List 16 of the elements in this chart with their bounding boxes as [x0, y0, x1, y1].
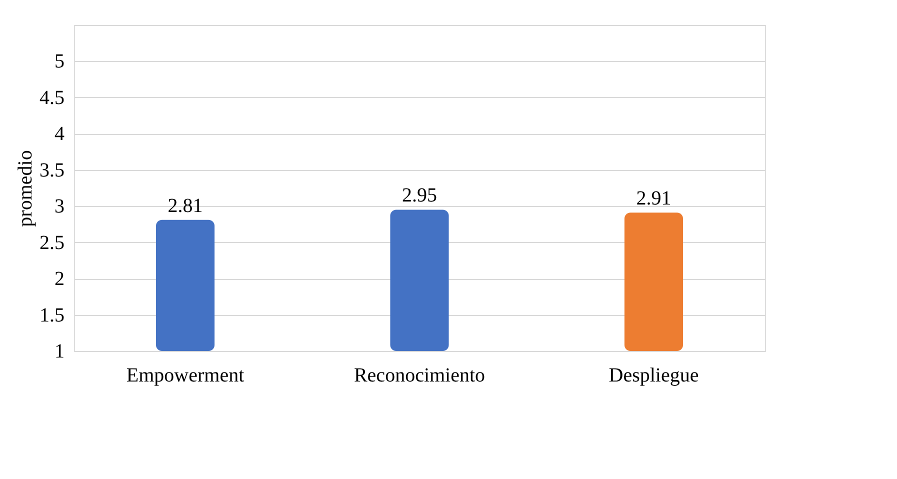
y-tick-label: 5 — [54, 50, 64, 73]
y-tick-label: 2 — [54, 268, 64, 290]
x-tick-label: Despliegue — [608, 364, 699, 386]
data-label: 2.91 — [636, 188, 672, 210]
y-tick-label: 3.5 — [40, 159, 64, 182]
y-tick-label: 2.5 — [40, 232, 64, 254]
data-label: 2.81 — [168, 194, 203, 217]
y-tick-label: 1.5 — [40, 304, 64, 326]
data-label: 2.95 — [402, 184, 437, 207]
y-tick-label: 4 — [54, 123, 64, 146]
y-tick-label: 1 — [54, 340, 64, 362]
y-tick-label: 3 — [54, 196, 64, 218]
x-tick-label: Empowerment — [126, 364, 245, 386]
y-axis-title: promedio — [14, 150, 36, 227]
y-tick-label: 4.5 — [40, 86, 64, 109]
x-tick-label: Reconocimiento — [354, 364, 486, 386]
